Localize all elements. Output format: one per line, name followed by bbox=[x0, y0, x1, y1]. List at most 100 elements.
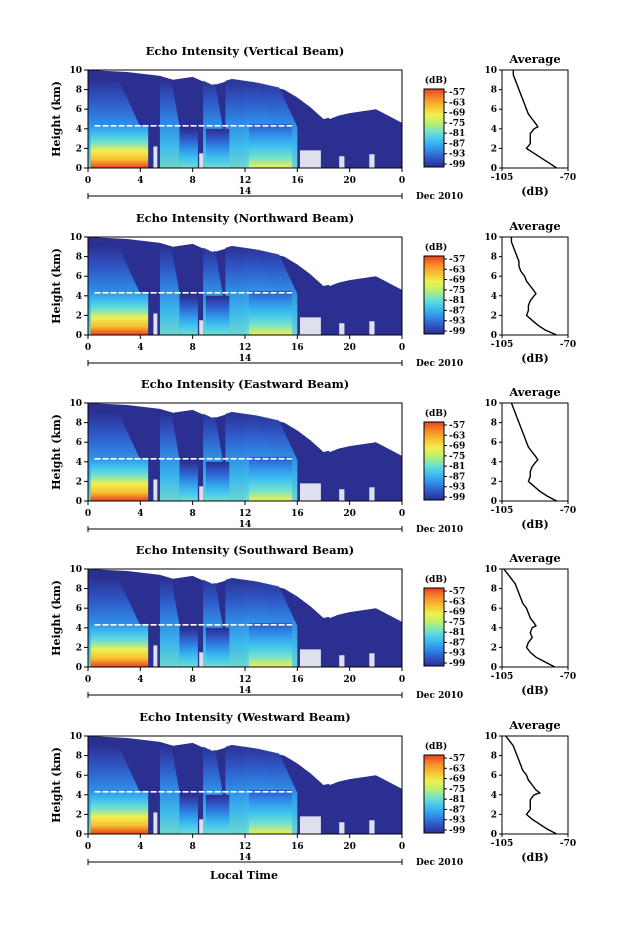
profile-y-tick-label: 10 bbox=[484, 732, 497, 742]
x-tick-label: 12 bbox=[239, 675, 252, 685]
x-tick-label: 0 bbox=[85, 509, 91, 519]
x-tick-label: 0 bbox=[399, 176, 405, 186]
profile-x-axis-label: (dB) bbox=[521, 518, 548, 531]
profile-line bbox=[512, 70, 558, 169]
heatmap-area bbox=[88, 736, 402, 834]
x-tick-label: 12 bbox=[239, 842, 252, 852]
colorbar-tick-label: -87 bbox=[449, 805, 465, 815]
profile-title: Average bbox=[508, 385, 560, 399]
x-tick-label: 20 bbox=[343, 176, 356, 186]
profile-title: Average bbox=[508, 718, 560, 732]
colorbar-tick-label: -87 bbox=[449, 638, 465, 648]
profile-x-tick-label: -70 bbox=[560, 173, 576, 183]
date-month-label: Dec 2010 bbox=[416, 858, 463, 868]
panel-title: Echo Intensity (Northward Beam) bbox=[136, 211, 354, 225]
colorbar-tick-label: -99 bbox=[449, 327, 465, 337]
profile-y-tick-label: 6 bbox=[491, 771, 497, 781]
x-tick-label: 4 bbox=[137, 343, 143, 353]
x-tick-label: 4 bbox=[137, 509, 143, 519]
colorbar-label: (dB) bbox=[425, 408, 447, 419]
profile-y-tick-label: 8 bbox=[491, 752, 497, 762]
colorbar-tick-label: -57 bbox=[449, 421, 465, 431]
x-tick-label: 0 bbox=[85, 176, 91, 186]
profile-y-tick-label: 8 bbox=[491, 253, 497, 263]
heatmap-area bbox=[88, 403, 402, 501]
y-tick-label: 2 bbox=[76, 477, 82, 487]
x-tick-label: 16 bbox=[291, 343, 304, 353]
colorbar-tick-label: -75 bbox=[449, 119, 465, 129]
y-tick-label: 6 bbox=[76, 771, 82, 781]
colorbar-label: (dB) bbox=[425, 574, 447, 585]
profile-y-tick-label: 2 bbox=[491, 144, 497, 154]
date-month-label: Dec 2010 bbox=[416, 192, 463, 202]
x-tick-label: 20 bbox=[343, 842, 356, 852]
x-tick-label: 8 bbox=[190, 176, 196, 186]
profile-frame bbox=[501, 402, 569, 502]
colorbar bbox=[423, 587, 445, 667]
profile-x-axis-label: (dB) bbox=[521, 185, 548, 198]
x-tick-label: 0 bbox=[399, 842, 405, 852]
x-tick-label: 8 bbox=[190, 842, 196, 852]
colorbar-tick-label: -93 bbox=[449, 317, 465, 327]
x-tick-label: 4 bbox=[137, 842, 143, 852]
profile-y-tick-label: 10 bbox=[484, 565, 497, 575]
x-tick-label: 12 bbox=[239, 176, 252, 186]
colorbar-tick-label: -81 bbox=[449, 129, 465, 139]
y-tick-label: 0 bbox=[76, 663, 82, 673]
y-tick-label: 6 bbox=[76, 105, 82, 115]
x-tick-label: 16 bbox=[291, 509, 304, 519]
profile-y-tick-label: 6 bbox=[491, 438, 497, 448]
colorbar-tick-label: -99 bbox=[449, 160, 465, 170]
colorbar-tick-label: -87 bbox=[449, 472, 465, 482]
y-tick-label: 10 bbox=[69, 732, 82, 742]
colorbar-tick-label: -57 bbox=[449, 255, 465, 265]
x-axis-label: Local Time bbox=[210, 869, 278, 882]
y-tick-label: 2 bbox=[76, 144, 82, 154]
date-month-label: Dec 2010 bbox=[416, 525, 463, 535]
profile-y-tick-label: 4 bbox=[491, 125, 497, 135]
colorbar-label: (dB) bbox=[425, 741, 447, 752]
y-tick-label: 8 bbox=[76, 86, 82, 96]
colorbar-tick-label: -99 bbox=[449, 493, 465, 503]
y-tick-label: 8 bbox=[76, 585, 82, 595]
x-tick-label: 0 bbox=[399, 675, 405, 685]
colorbar-tick-label: -57 bbox=[449, 88, 465, 98]
date-day-label: 14 bbox=[239, 686, 252, 696]
y-tick-label: 2 bbox=[76, 643, 82, 653]
colorbar-tick-label: -57 bbox=[449, 587, 465, 597]
y-tick-label: 6 bbox=[76, 604, 82, 614]
x-tick-label: 8 bbox=[190, 343, 196, 353]
x-tick-label: 0 bbox=[399, 343, 405, 353]
colorbar-tick-label: -69 bbox=[449, 109, 465, 119]
colorbar bbox=[423, 754, 445, 834]
colorbar-label: (dB) bbox=[425, 242, 447, 253]
colorbar-tick-label: -93 bbox=[449, 150, 465, 160]
profile-x-tick-label: -105 bbox=[491, 839, 514, 849]
profile-x-tick-label: -105 bbox=[491, 340, 514, 350]
panel-title: Echo Intensity (Vertical Beam) bbox=[146, 44, 345, 58]
y-tick-label: 10 bbox=[69, 565, 82, 575]
x-tick-label: 16 bbox=[291, 842, 304, 852]
x-tick-label: 12 bbox=[239, 509, 252, 519]
profile-frame bbox=[501, 236, 569, 336]
x-tick-label: 12 bbox=[239, 343, 252, 353]
colorbar-tick-label: -69 bbox=[449, 608, 465, 618]
x-tick-label: 0 bbox=[399, 509, 405, 519]
colorbar-tick-label: -63 bbox=[449, 431, 465, 441]
colorbar-tick-label: -93 bbox=[449, 649, 465, 659]
heatmap-area bbox=[88, 569, 402, 667]
profile-line bbox=[510, 402, 558, 502]
colorbar-tick-label: -75 bbox=[449, 618, 465, 628]
profile-y-tick-label: 0 bbox=[491, 663, 497, 673]
colorbar-label: (dB) bbox=[425, 75, 447, 86]
y-tick-label: 6 bbox=[76, 438, 82, 448]
profile-y-tick-label: 4 bbox=[491, 624, 497, 634]
colorbar-tick-label: -63 bbox=[449, 764, 465, 774]
colorbar-tick-label: -99 bbox=[449, 826, 465, 836]
x-tick-label: 4 bbox=[137, 176, 143, 186]
profile-y-tick-label: 4 bbox=[491, 791, 497, 801]
profile-y-tick-label: 10 bbox=[484, 233, 497, 243]
profile-y-tick-label: 0 bbox=[491, 164, 497, 174]
profile-y-tick-label: 2 bbox=[491, 477, 497, 487]
colorbar-tick-label: -63 bbox=[449, 597, 465, 607]
